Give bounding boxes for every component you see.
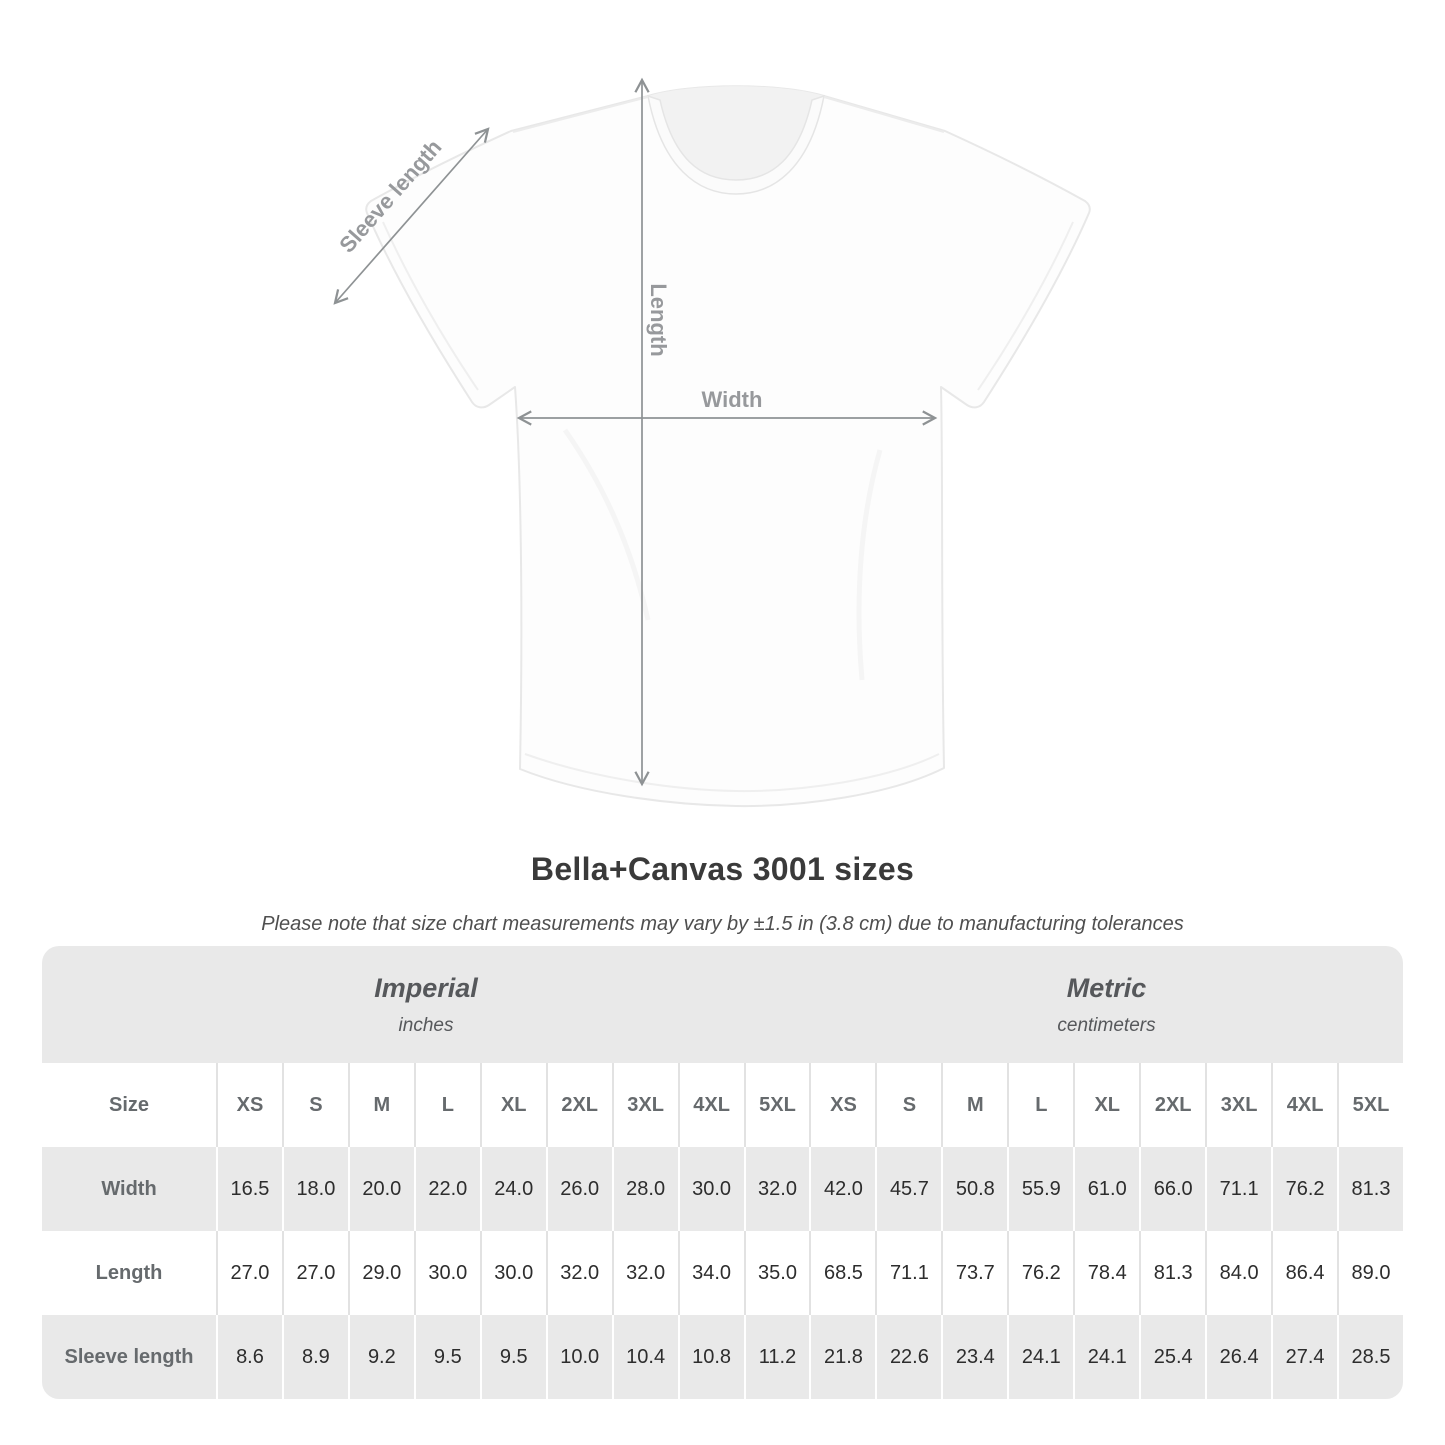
- size-col-header: 4XL: [677, 1063, 744, 1147]
- value-cell: 89.0: [1337, 1231, 1403, 1315]
- metric-label: Metric: [1066, 972, 1147, 1003]
- value-cell: 18.0: [281, 1147, 348, 1231]
- size-row-label: Size: [108, 1093, 150, 1116]
- value-cell: 66.0: [1139, 1147, 1205, 1231]
- value-cell: 34.0: [677, 1231, 744, 1315]
- value-cell: 8.9: [281, 1315, 348, 1399]
- value-cell: 76.2: [1007, 1231, 1073, 1315]
- value-cell: 71.1: [875, 1231, 941, 1315]
- size-col-header: 5XL: [743, 1063, 810, 1147]
- value-cell: 24.1: [1073, 1315, 1139, 1399]
- value-cell: 30.0: [677, 1147, 744, 1231]
- value-cell: 25.4: [1139, 1315, 1205, 1399]
- value-cell: 10.4: [611, 1315, 678, 1399]
- tshirt-measurement-diagram: Width Length Sleeve length: [333, 77, 1091, 808]
- table-row-width: Width 16.5 18.0 20.0 22.0 24.0 26.0 28.0…: [42, 1147, 1403, 1231]
- size-col-header: 4XL: [1271, 1063, 1337, 1147]
- value-cell: 45.7: [875, 1147, 941, 1231]
- imperial-unit: inches: [398, 1014, 454, 1036]
- value-cell: 30.0: [413, 1231, 480, 1315]
- value-cell: 84.0: [1205, 1231, 1271, 1315]
- value-cell: 29.0: [347, 1231, 414, 1315]
- value-cell: 32.0: [611, 1231, 678, 1315]
- unit-system-header: Imperial inches Metric centimeters: [42, 946, 1403, 1063]
- size-col-header: 3XL: [611, 1063, 678, 1147]
- value-cell: 27.0: [216, 1231, 282, 1315]
- value-cell: 78.4: [1073, 1231, 1139, 1315]
- value-cell: 42.0: [809, 1147, 875, 1231]
- value-cell: 26.4: [1205, 1315, 1271, 1399]
- measurement-arrows: [333, 77, 938, 787]
- value-cell: 61.0: [1073, 1147, 1139, 1231]
- length-dimension-label: Length: [646, 283, 671, 356]
- width-dimension-label: Width: [702, 387, 763, 412]
- row-label: Sleeve length: [64, 1345, 194, 1368]
- value-cell: 73.7: [941, 1231, 1007, 1315]
- value-cell: 10.0: [545, 1315, 612, 1399]
- size-col-header: XS: [809, 1063, 875, 1147]
- metric-unit: centimeters: [1057, 1014, 1156, 1036]
- value-cell: 28.5: [1337, 1315, 1403, 1399]
- row-label: Width: [101, 1177, 157, 1200]
- value-cell: 10.8: [677, 1315, 744, 1399]
- value-cell: 35.0: [743, 1231, 810, 1315]
- metric-section-header: Metric centimeters: [810, 946, 1403, 1063]
- value-cell: 24.1: [1007, 1315, 1073, 1399]
- imperial-label: Imperial: [374, 972, 478, 1003]
- value-cell: 86.4: [1271, 1231, 1337, 1315]
- value-cell: 16.5: [216, 1147, 282, 1231]
- size-table: Imperial inches Metric centimeters Size …: [42, 946, 1403, 1399]
- value-cell: 81.3: [1139, 1231, 1205, 1315]
- value-cell: 27.4: [1271, 1315, 1337, 1399]
- row-label: Length: [95, 1261, 163, 1284]
- tolerance-note: Please note that size chart measurements…: [261, 913, 1184, 935]
- value-cell: 32.0: [743, 1147, 810, 1231]
- tshirt-illustration: [365, 85, 1091, 808]
- size-col-header: 2XL: [545, 1063, 612, 1147]
- value-cell: 71.1: [1205, 1147, 1271, 1231]
- value-cell: 27.0: [281, 1231, 348, 1315]
- size-col-header: XS: [216, 1063, 282, 1147]
- value-cell: 11.2: [743, 1315, 810, 1399]
- size-col-header: L: [1007, 1063, 1073, 1147]
- size-col-header: XL: [1073, 1063, 1139, 1147]
- value-cell: 76.2: [1271, 1147, 1337, 1231]
- value-cell: 9.2: [347, 1315, 414, 1399]
- size-col-header: S: [875, 1063, 941, 1147]
- table-row-sleeve-length: Sleeve length 8.6 8.9 9.2 9.5 9.5 10.0 1…: [42, 1315, 1403, 1399]
- sleeve-arrow: [333, 127, 490, 305]
- value-cell: 8.6: [216, 1315, 282, 1399]
- value-cell: 9.5: [479, 1315, 546, 1399]
- value-cell: 21.8: [809, 1315, 875, 1399]
- table-row-length: Length 27.0 27.0 29.0 30.0 30.0 32.0 32.…: [42, 1231, 1403, 1315]
- size-col-header: M: [347, 1063, 414, 1147]
- value-cell: 23.4: [941, 1315, 1007, 1399]
- size-col-header: L: [413, 1063, 480, 1147]
- value-cell: 32.0: [545, 1231, 612, 1315]
- value-cell: 81.3: [1337, 1147, 1403, 1231]
- value-cell: 26.0: [545, 1147, 612, 1231]
- collar-band: [647, 94, 825, 195]
- value-cell: 20.0: [347, 1147, 414, 1231]
- value-cell: 30.0: [479, 1231, 546, 1315]
- value-cell: 55.9: [1007, 1147, 1073, 1231]
- size-col-header: S: [281, 1063, 348, 1147]
- size-col-header: XL: [479, 1063, 546, 1147]
- value-cell: 22.0: [413, 1147, 480, 1231]
- value-cell: 28.0: [611, 1147, 678, 1231]
- size-col-header: 5XL: [1337, 1063, 1403, 1147]
- value-cell: 9.5: [413, 1315, 480, 1399]
- size-header-row: Size XS S M L XL 2XL 3XL 4XL 5XL XS S M …: [42, 1063, 1403, 1147]
- value-cell: 24.0: [479, 1147, 546, 1231]
- value-cell: 50.8: [941, 1147, 1007, 1231]
- value-cell: 22.6: [875, 1315, 941, 1399]
- imperial-section-header: Imperial inches: [42, 946, 810, 1063]
- page-title: Bella+Canvas 3001 sizes: [530, 851, 915, 887]
- size-col-header: 2XL: [1139, 1063, 1205, 1147]
- size-col-header: 3XL: [1205, 1063, 1271, 1147]
- size-col-header: M: [941, 1063, 1007, 1147]
- value-cell: 68.5: [809, 1231, 875, 1315]
